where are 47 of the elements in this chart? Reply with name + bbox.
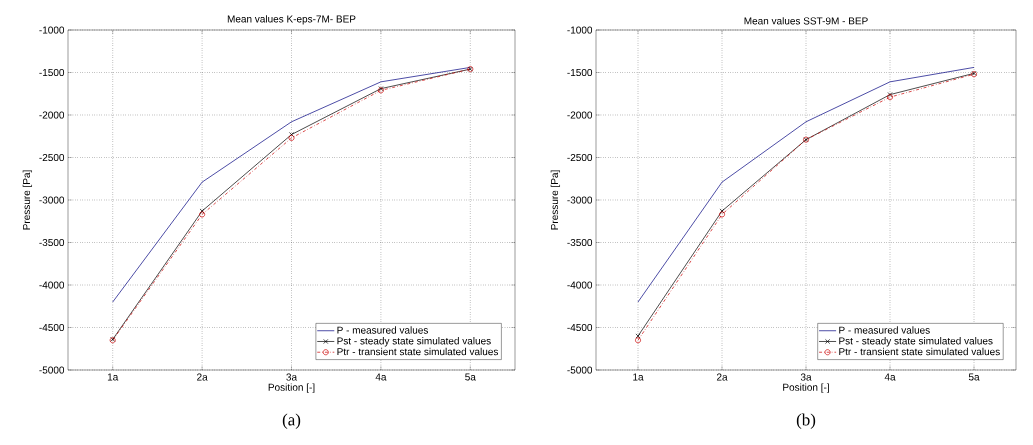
x-axis-title: Position [-] — [268, 383, 315, 393]
point — [199, 211, 206, 218]
point — [719, 211, 725, 218]
point — [635, 337, 641, 344]
y-tick-label: -3000 — [567, 196, 593, 204]
x-tick-label: 1a — [633, 373, 644, 381]
x-tick-label: 2a — [716, 373, 728, 381]
y-tick-label: -5000 — [39, 366, 65, 374]
y-tick-label: -2500 — [567, 153, 593, 162]
y-tick-label: -1500 — [567, 68, 593, 77]
legend-label: P - measured values — [337, 326, 428, 334]
chart-title: Mean values K-eps-7M- BEP — [227, 15, 356, 25]
legend-label: P - measured values — [839, 326, 930, 334]
y-tick-label: -1000 — [567, 26, 593, 34]
x-tick-label: 2a — [197, 373, 208, 381]
y-tick-label: -1000 — [39, 26, 65, 34]
x-tick-label: 1a — [107, 373, 119, 381]
x-tick-label: 5a — [465, 373, 476, 381]
text: (b) — [796, 413, 816, 429]
x-tick-label: 5a — [968, 373, 980, 381]
y-tick-label: -3000 — [39, 196, 65, 204]
x-tick-label: 3a — [286, 373, 298, 381]
y-tick-label: -4000 — [39, 281, 65, 289]
legend-label: Pst - steady state simulated values — [337, 337, 491, 347]
y-tick-label: -4500 — [567, 323, 593, 332]
legend-label: Ptr - transient state simulated values — [337, 347, 499, 356]
line-series — [637, 67, 975, 303]
y-tick-label: -4500 — [39, 323, 65, 332]
y-tick-label: -2000 — [39, 111, 65, 119]
y-tick-label: -4000 — [567, 281, 593, 289]
y-tick-label: -5000 — [567, 366, 593, 374]
x-axis-title: Position [-] — [783, 383, 829, 393]
text: (a) — [282, 413, 301, 429]
y-tick-label: -3500 — [39, 238, 65, 247]
y-axis-title: Pressure [Pa] — [22, 170, 33, 230]
y-axis-title: Pressure [Pa] — [550, 170, 561, 230]
chart-title: Mean values SST-9M - BEP — [744, 17, 868, 25]
point — [288, 135, 295, 141]
x-tick-label: 4a — [884, 373, 896, 381]
y-tick-label: -2500 — [39, 153, 65, 162]
legend-label: Ptr - transient state simulated values — [839, 347, 1000, 356]
y-tick-label: -2000 — [567, 111, 593, 119]
legend-label: Pst - steady state simulated values — [839, 337, 993, 347]
x-tick-label: 4a — [375, 373, 387, 381]
y-tick-label: -3500 — [567, 238, 593, 247]
x-tick-label: 3a — [800, 373, 812, 381]
y-tick-label: -1500 — [39, 68, 65, 77]
